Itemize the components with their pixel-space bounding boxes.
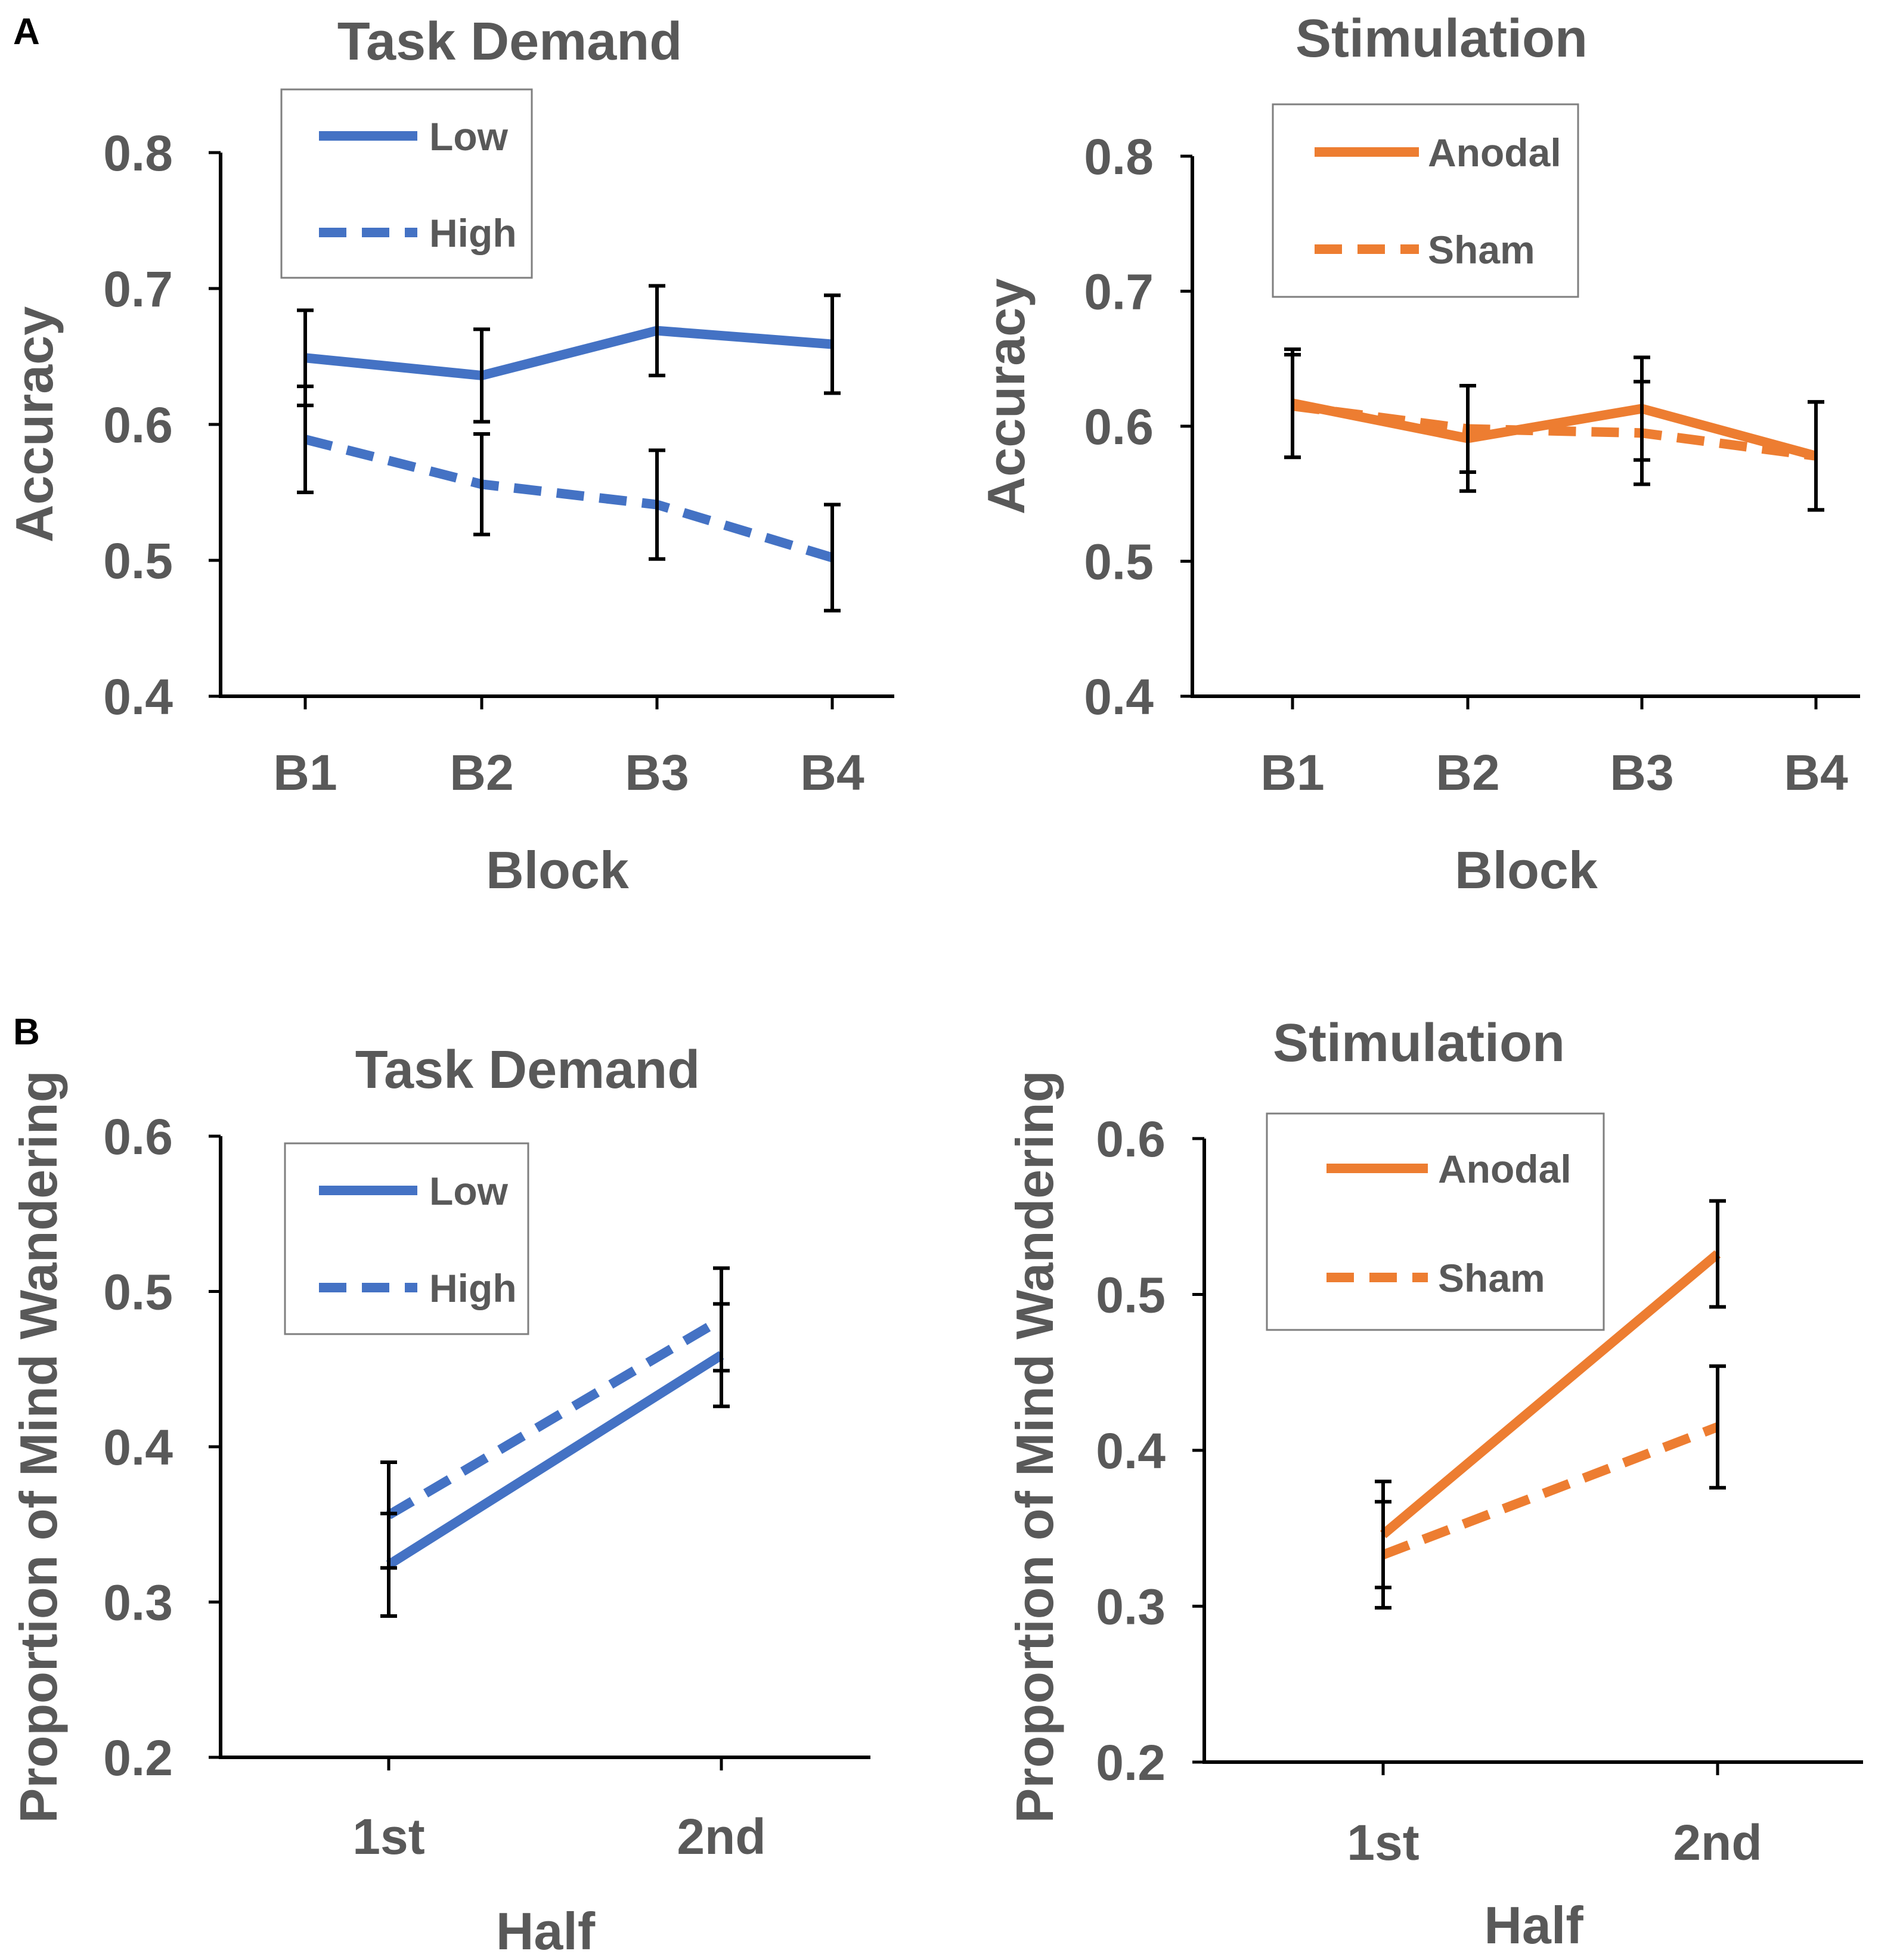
x-tick-label: 1st bbox=[352, 1809, 424, 1865]
error-bar-high bbox=[824, 503, 841, 613]
series-line-low bbox=[386, 1351, 724, 1569]
y-tick-label: 0.4 bbox=[103, 669, 173, 725]
legend: Anodal Sham bbox=[1272, 103, 1579, 298]
chart-title: Stimulation bbox=[1295, 9, 1588, 69]
legend: Low High bbox=[280, 88, 533, 279]
y-tick-label: 0.7 bbox=[103, 261, 173, 317]
error-bar-sham bbox=[1808, 400, 1824, 512]
y-tick-label: 0.3 bbox=[103, 1575, 173, 1631]
legend-label-anodal: Anodal bbox=[1438, 1147, 1572, 1191]
legend-label-low: Low bbox=[429, 1169, 509, 1213]
error-bar-low bbox=[473, 327, 490, 424]
x-tick-label: 2nd bbox=[677, 1809, 765, 1865]
x-tick-label: B2 bbox=[1436, 745, 1499, 801]
legend-label-sham: Sham bbox=[1438, 1256, 1545, 1300]
x-tick-label: 1st bbox=[1347, 1815, 1419, 1871]
error-bar-high bbox=[713, 1266, 730, 1373]
y-tick-label: 0.6 bbox=[103, 1109, 173, 1165]
y-axis-label: Accuracy bbox=[977, 278, 1036, 514]
legend-label-sham: Sham bbox=[1428, 228, 1535, 272]
legend-label-low: Low bbox=[429, 114, 509, 159]
chart-mind-wandering-task-demand: Task Demand 0.2 0.3 0.4 0.5 0.6 1st 2nd Half Prop… bbox=[9, 1040, 870, 1960]
legend-label-anodal: Anodal bbox=[1428, 131, 1561, 175]
legend-box bbox=[1272, 103, 1579, 298]
legend-box bbox=[284, 1142, 529, 1335]
series-line-anodal bbox=[1291, 398, 1818, 461]
y-tick-label: 0.7 bbox=[1084, 264, 1154, 320]
x-tick-label: B3 bbox=[1610, 745, 1673, 801]
y-tick-label: 0.6 bbox=[1096, 1111, 1166, 1167]
y-tick-label: 0.6 bbox=[103, 397, 173, 453]
legend-label-high: High bbox=[429, 1266, 517, 1310]
chart-accuracy-stimulation: Stimulation 0.4 0.5 0.6 0.7 0.8 B1 B2 B3 B4 Block A… bbox=[977, 9, 1860, 900]
x-axis-label: Half bbox=[496, 1902, 596, 1960]
series-line-low bbox=[305, 325, 833, 380]
y-tick-label: 0.5 bbox=[103, 1264, 173, 1320]
error-bar-high bbox=[473, 432, 490, 536]
y-axis-label: Proportion of Mind Wandering bbox=[9, 1071, 68, 1823]
x-tick-label: B3 bbox=[625, 745, 689, 801]
legend: Low High bbox=[284, 1142, 529, 1335]
y-tick-label: 0.6 bbox=[1084, 399, 1154, 455]
series-line-sham bbox=[1381, 1422, 1719, 1559]
panel-label-a: A bbox=[13, 11, 40, 52]
error-bar-high bbox=[380, 1460, 397, 1570]
error-bar-sham bbox=[1284, 352, 1301, 460]
panel-label-b: B bbox=[13, 1012, 40, 1053]
chart-title: Stimulation bbox=[1273, 1013, 1565, 1073]
x-tick-label: B4 bbox=[1784, 745, 1848, 801]
chart-title: Task Demand bbox=[337, 12, 683, 72]
series-line-high bbox=[386, 1315, 724, 1519]
y-tick-label: 0.4 bbox=[1084, 669, 1154, 725]
legend-label-high: High bbox=[429, 211, 517, 255]
chart-title: Task Demand bbox=[355, 1040, 701, 1100]
chart-accuracy-task-demand: Task Demand 0.4 0.5 0.6 0.7 0.8 B1 B2 B3 B4 Block A… bbox=[5, 12, 894, 900]
error-bar-low bbox=[649, 284, 665, 377]
legend-box bbox=[280, 88, 533, 279]
error-bar-sham bbox=[1709, 1364, 1726, 1490]
error-bar-sham bbox=[1634, 380, 1650, 486]
x-tick-label: B4 bbox=[800, 745, 864, 801]
chart-mind-wandering-stimulation: Stimulation 0.2 0.3 0.4 0.5 0.6 1st 2nd Half Prop… bbox=[1005, 1013, 1863, 1955]
error-bar-high bbox=[297, 384, 314, 494]
y-tick-label: 0.4 bbox=[103, 1419, 173, 1475]
error-bar-anodal bbox=[1709, 1199, 1726, 1309]
series-line-anodal bbox=[1380, 1250, 1721, 1539]
x-axis-label: Block bbox=[1455, 841, 1598, 900]
y-tick-label: 0.5 bbox=[1084, 534, 1154, 590]
error-bar-high bbox=[649, 448, 665, 561]
x-tick-label: B1 bbox=[273, 745, 337, 801]
x-tick-label: B2 bbox=[450, 745, 513, 801]
x-axis-label: Half bbox=[1484, 1896, 1583, 1955]
y-tick-label: 0.5 bbox=[1096, 1267, 1166, 1323]
y-tick-label: 0.8 bbox=[103, 125, 173, 181]
y-tick-label: 0.2 bbox=[1096, 1735, 1166, 1791]
error-bar-sham bbox=[1375, 1500, 1391, 1610]
y-tick-label: 0.4 bbox=[1096, 1423, 1166, 1479]
x-axis-label: Block bbox=[486, 841, 630, 900]
y-tick-label: 0.3 bbox=[1096, 1579, 1166, 1635]
legend-box bbox=[1266, 1112, 1605, 1331]
error-bar-low bbox=[824, 293, 841, 395]
y-tick-label: 0.5 bbox=[103, 533, 173, 589]
y-axis-label: Proportion of Mind Wandering bbox=[1005, 1071, 1064, 1823]
x-tick-label: 2nd bbox=[1673, 1815, 1762, 1871]
y-axis-label: Accuracy bbox=[5, 306, 64, 542]
x-tick-label: B1 bbox=[1260, 745, 1324, 801]
y-tick-label: 0.2 bbox=[103, 1730, 173, 1786]
y-tick-label: 0.8 bbox=[1084, 129, 1154, 185]
legend: Anodal Sham bbox=[1266, 1112, 1605, 1331]
series-line-high bbox=[304, 435, 834, 563]
error-bar-sham bbox=[1459, 384, 1476, 475]
